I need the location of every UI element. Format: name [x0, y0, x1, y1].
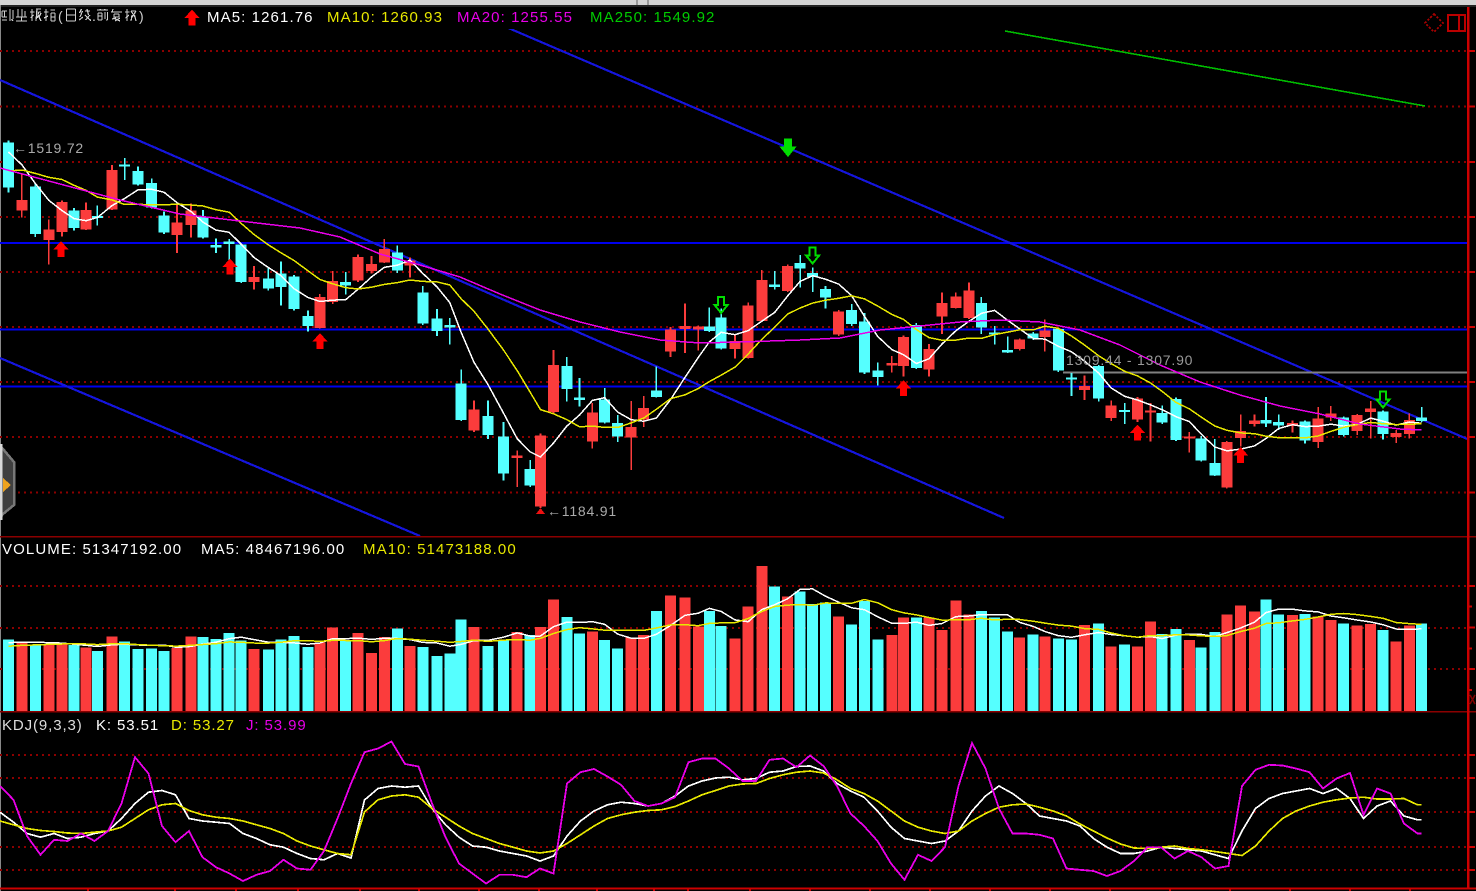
svg-text:.: . — [92, 8, 97, 24]
svg-text:MA250: 1549.92: MA250: 1549.92 — [590, 9, 715, 26]
svg-text:1309.44 - 1307.90: 1309.44 - 1307.90 — [1066, 352, 1193, 368]
svg-text:J: 53.99: J: 53.99 — [246, 717, 307, 734]
svg-text:MA5: 48467196.00: MA5: 48467196.00 — [201, 541, 345, 558]
svg-text:←1519.72: ←1519.72 — [13, 140, 84, 156]
svg-text:MA20: 1255.55: MA20: 1255.55 — [457, 9, 573, 26]
svg-text:(: ( — [58, 8, 64, 24]
svg-text:VOLUME: 51347192.00: VOLUME: 51347192.00 — [2, 541, 182, 558]
svg-text:MA5: 1261.76: MA5: 1261.76 — [207, 9, 314, 26]
svg-text:MA10: 1260.93: MA10: 1260.93 — [327, 9, 443, 26]
svg-text:←1184.91: ←1184.91 — [547, 503, 617, 519]
svg-text:K: 53.51: K: 53.51 — [96, 717, 159, 734]
svg-text:MA10: 51473188.00: MA10: 51473188.00 — [363, 541, 517, 558]
svg-text:): ) — [139, 8, 145, 24]
svg-text:KDJ(9,3,3): KDJ(9,3,3) — [2, 717, 83, 734]
svg-text:D: 53.27: D: 53.27 — [171, 717, 235, 734]
